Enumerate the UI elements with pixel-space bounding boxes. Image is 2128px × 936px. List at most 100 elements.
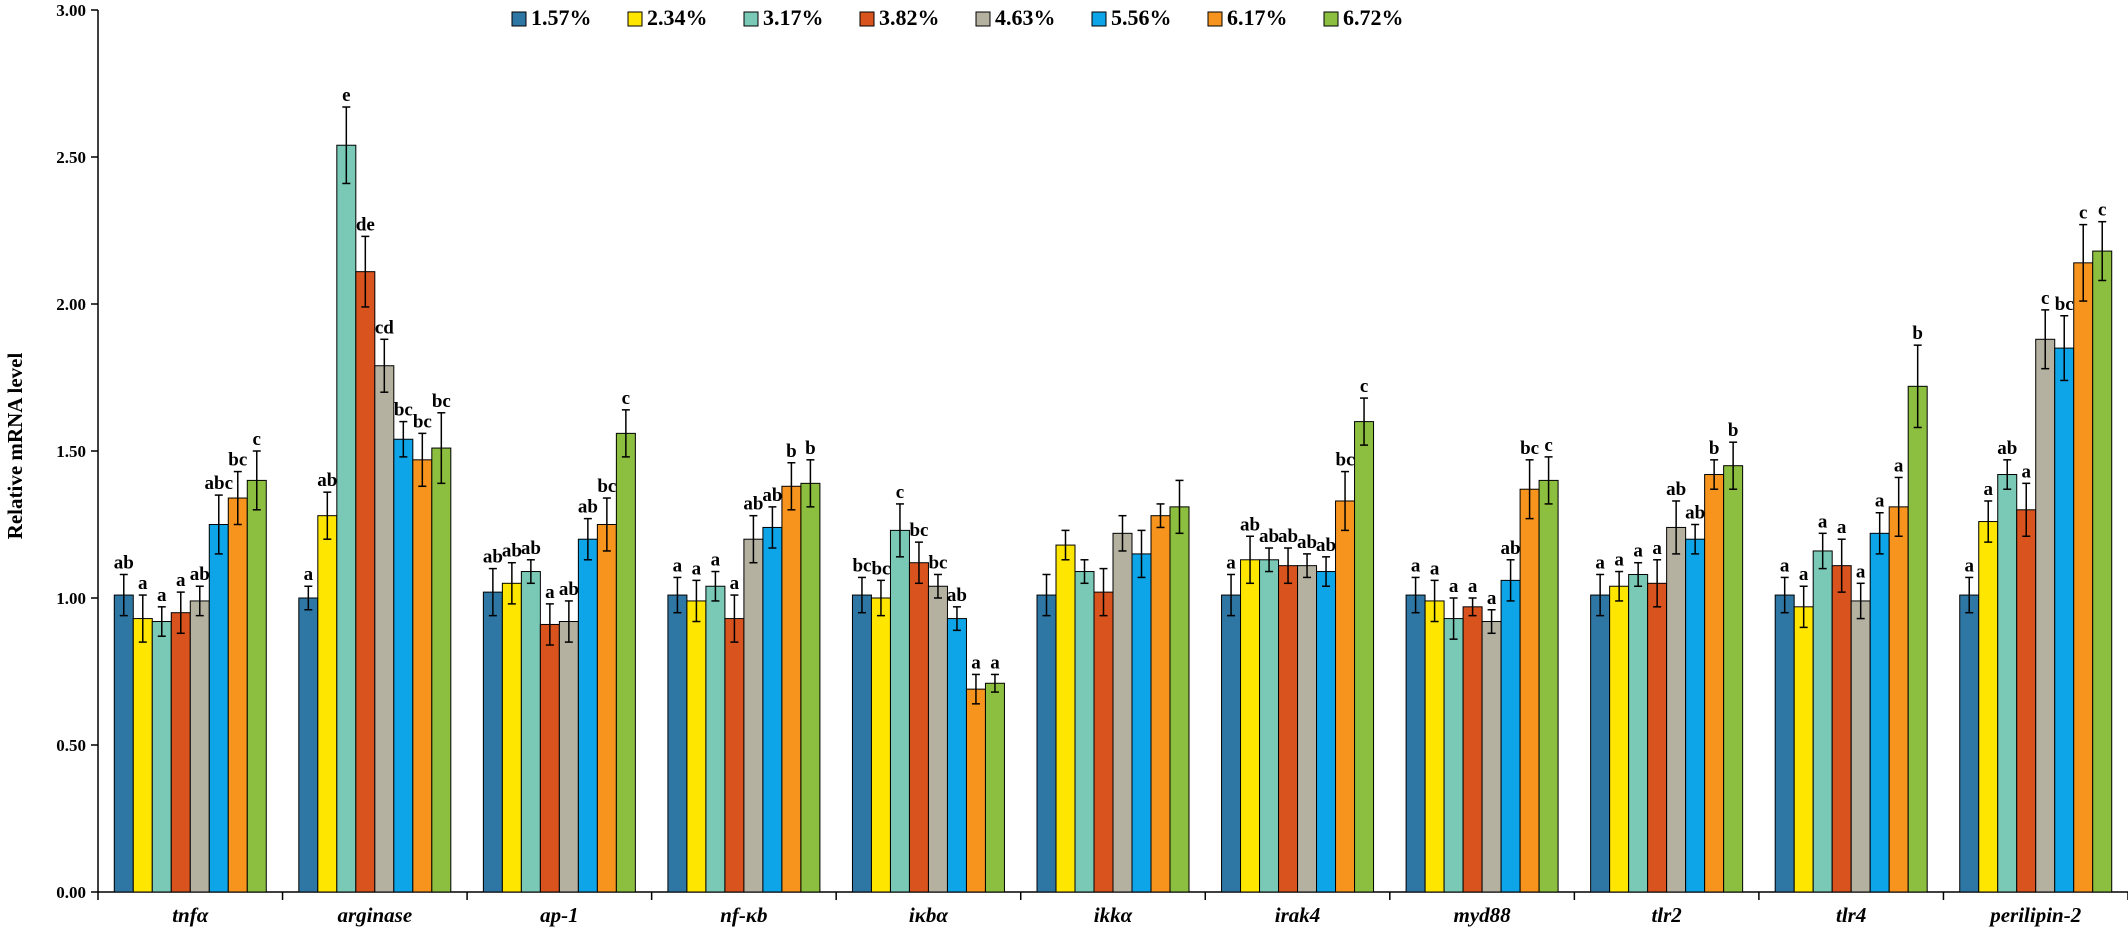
category-label: ikkα xyxy=(1094,903,1133,927)
bar xyxy=(1704,474,1725,893)
significance-letter: de xyxy=(356,214,375,235)
legend-label: 3.17% xyxy=(763,5,824,30)
bar xyxy=(1354,421,1375,893)
significance-letter: a xyxy=(1964,555,1974,576)
significance-letter: ab xyxy=(1316,535,1336,556)
category-labels: tnfα arginase ap-1 nf-κb iκbα ikkα irak4 myd88 t… xyxy=(172,903,2082,927)
bar xyxy=(393,438,414,893)
bar xyxy=(355,271,376,893)
legend: 1.57% 2.34% 3.17% 3.82% 4.63% 5.56% 6.17% 6.72% xyxy=(511,5,1404,30)
bar xyxy=(298,597,319,893)
significance-letter: a xyxy=(1856,561,1866,582)
y-tick-label: 1.50 xyxy=(56,442,86,461)
legend-label: 3.82% xyxy=(879,5,940,30)
bar xyxy=(1959,594,1980,893)
significance-letter: bc xyxy=(928,552,947,573)
significance-letter: a xyxy=(673,555,683,576)
category-label: arginase xyxy=(337,903,412,927)
significance-letter: c xyxy=(896,482,904,503)
significance-letter: a xyxy=(545,582,555,603)
bar xyxy=(1297,565,1318,893)
bar xyxy=(431,447,452,893)
legend-swatch xyxy=(627,11,643,27)
bar xyxy=(1240,559,1261,893)
bar xyxy=(1685,538,1706,893)
bar xyxy=(1500,579,1521,893)
bars xyxy=(113,144,2113,893)
y-tick-label: 2.00 xyxy=(56,295,86,314)
bar xyxy=(724,618,745,893)
significance-letter: c xyxy=(253,429,261,450)
significance-letter: ab xyxy=(317,470,337,491)
bar xyxy=(1869,532,1890,893)
error-bars xyxy=(119,106,2107,705)
significance-letter: a xyxy=(1799,564,1809,585)
significance-letter: ab xyxy=(483,547,503,568)
significance-letter: a xyxy=(1983,479,1993,500)
bar xyxy=(1907,385,1928,893)
bar xyxy=(1316,571,1337,893)
bar xyxy=(1538,479,1559,893)
bar xyxy=(946,618,967,893)
significance-letter: bc xyxy=(413,411,432,432)
significance-letter: c xyxy=(2079,203,2087,224)
bar xyxy=(1793,606,1814,893)
significance-letter: bc xyxy=(432,391,451,412)
category-label: perilipin-2 xyxy=(1988,903,2082,927)
bar xyxy=(743,538,764,893)
bar xyxy=(1093,591,1114,893)
category-label: tlr4 xyxy=(1836,903,1866,927)
bar xyxy=(984,682,1005,893)
significance-letter: c xyxy=(622,388,630,409)
bar xyxy=(965,688,986,893)
significance-letter: bc xyxy=(852,555,871,576)
significance-letter: a xyxy=(1894,455,1904,476)
legend-swatch xyxy=(1323,11,1339,27)
significance-letter: a xyxy=(1614,550,1624,571)
bar xyxy=(1055,544,1076,893)
bar xyxy=(2054,347,2075,893)
bar xyxy=(132,618,153,893)
bar xyxy=(317,515,338,893)
significance-letter: a xyxy=(711,550,721,571)
bar xyxy=(1424,600,1445,893)
significance-letter: ab xyxy=(114,552,134,573)
bar xyxy=(374,365,395,893)
bar xyxy=(889,529,910,893)
significance-letter: abc xyxy=(205,473,234,494)
category-label: nf-κb xyxy=(720,903,767,927)
significance-letter: c xyxy=(1544,435,1552,456)
bar xyxy=(1519,488,1540,893)
significance-letter: a xyxy=(1875,491,1885,512)
bar xyxy=(2035,338,2056,893)
bar xyxy=(705,585,726,893)
legend-label: 2.34% xyxy=(647,5,708,30)
bar xyxy=(1666,526,1687,893)
significance-letter: c xyxy=(2041,288,2049,309)
bar xyxy=(151,621,172,893)
legend-label: 4.63% xyxy=(995,5,1056,30)
significance-letter: a xyxy=(990,652,1000,673)
significance-letter: ab xyxy=(190,564,210,585)
bar xyxy=(762,526,783,893)
significance-letter: bc xyxy=(394,400,413,421)
significance-letter: a xyxy=(138,573,148,594)
bar xyxy=(927,585,948,893)
significance-letter: c xyxy=(2098,200,2106,221)
bar xyxy=(851,594,872,893)
significance-letter: a xyxy=(1430,558,1440,579)
bar xyxy=(615,432,636,893)
bar xyxy=(1112,532,1133,893)
legend-swatch xyxy=(743,11,759,27)
legend-label: 6.17% xyxy=(1227,5,1288,30)
bar xyxy=(781,485,802,893)
significance-letter: ab xyxy=(1501,538,1521,559)
significance-letter: a xyxy=(1837,517,1847,538)
significance-letter: ab xyxy=(1666,479,1686,500)
bar xyxy=(1278,565,1299,893)
bar xyxy=(1259,559,1280,893)
bar xyxy=(1443,618,1464,893)
bar xyxy=(501,582,522,893)
significance-letter: a xyxy=(176,570,186,591)
bar xyxy=(227,497,248,893)
